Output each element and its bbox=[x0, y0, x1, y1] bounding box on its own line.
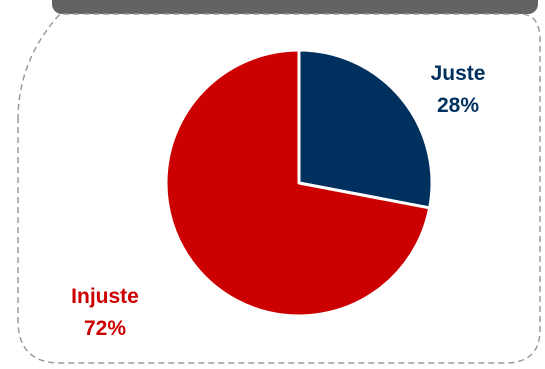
pie-labels: Juste 28% Injuste 72% bbox=[71, 62, 485, 340]
pie-slice-injuste bbox=[164, 48, 432, 318]
dashed-frame-border bbox=[17, 13, 541, 364]
slice-label-juste: Juste bbox=[431, 62, 486, 85]
pie-slice-juste bbox=[297, 48, 434, 210]
chart-title-bar bbox=[52, 0, 538, 14]
slice-value-label-injuste: 72% bbox=[84, 317, 126, 340]
pie-slices bbox=[164, 48, 434, 318]
slice-label-injuste: Injuste bbox=[71, 285, 139, 308]
slice-value-label-juste: 28% bbox=[437, 94, 479, 117]
